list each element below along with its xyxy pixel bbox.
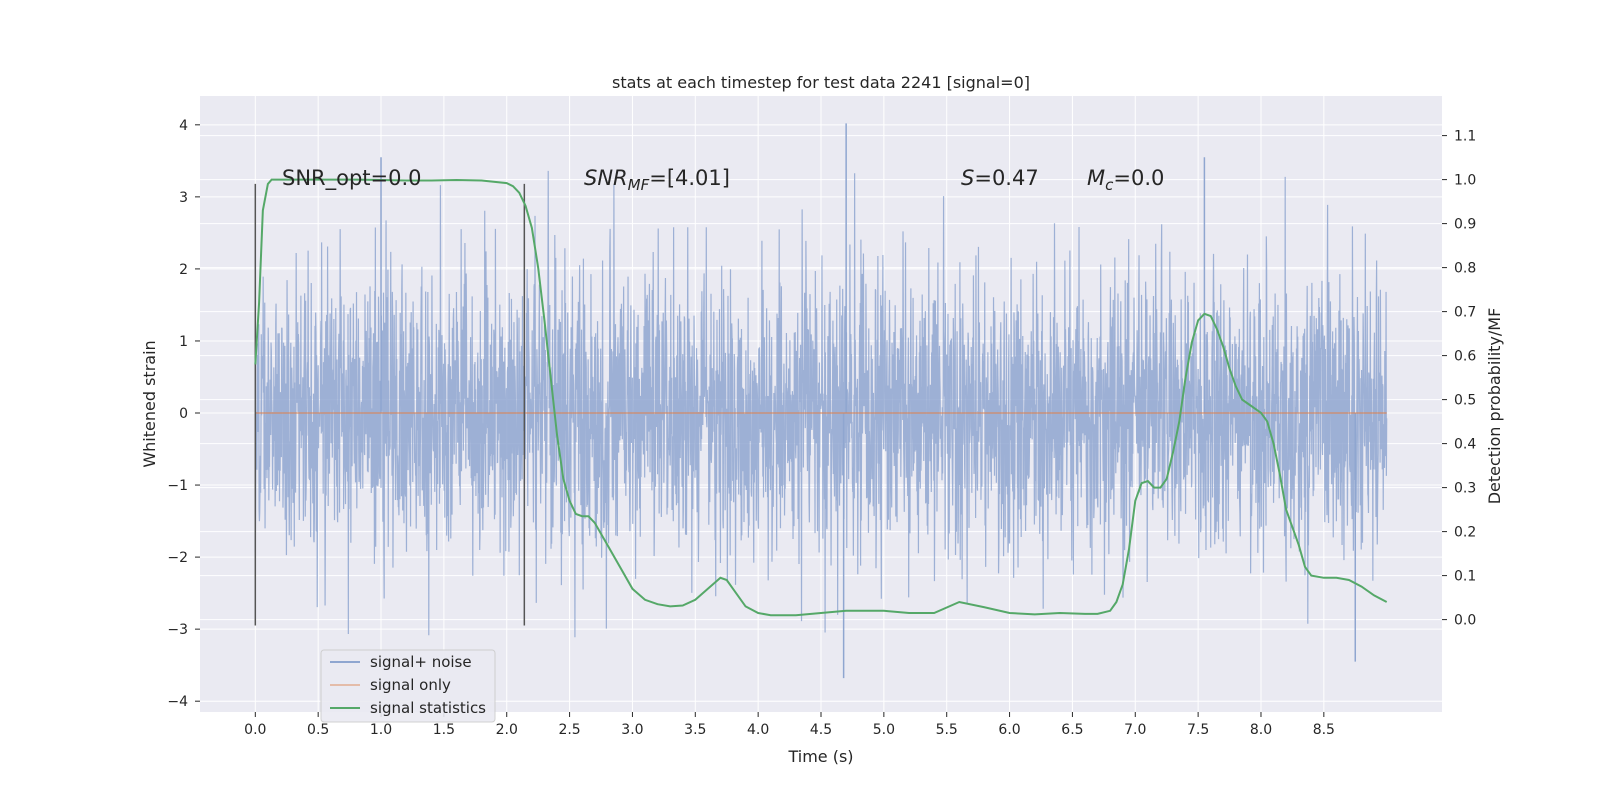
y-tick-label: 0: [179, 406, 188, 422]
y2-tick-label: 1.1: [1454, 129, 1476, 145]
y2-tick-label: 0.7: [1454, 305, 1476, 321]
x-tick-label: 7.0: [1124, 722, 1146, 738]
y-tick-label: 3: [179, 190, 188, 206]
y2-tick-label: 0.2: [1454, 525, 1476, 541]
y-tick-label: 2: [179, 262, 188, 278]
vertical-markers: [254, 183, 526, 626]
x-tick-label: 1.5: [433, 722, 455, 738]
y-tick-label: −3: [167, 622, 188, 638]
x-tick-label: 3.0: [621, 722, 643, 738]
x-axis-ticks: 0.0 0.5 1.0 1.5 2.0 2.5 3.0 3.5 4.0 4.5 5.0 5.5 6.0 6…: [244, 712, 1335, 738]
annotation-snr-opt: SNR_opt=0.0: [282, 166, 422, 191]
y2-tick-label: 0.0: [1454, 613, 1476, 629]
x-tick-label: 8.5: [1313, 722, 1335, 738]
y2-tick-label: 0.4: [1454, 437, 1476, 453]
x-tick-label: 8.0: [1250, 722, 1272, 738]
y2-tick-label: 0.9: [1454, 217, 1476, 233]
annotation-snr-mf-sub: MF: [628, 176, 650, 194]
signal-noise-series: [254, 123, 1388, 679]
annotation-mc-value: =0.0: [1113, 166, 1164, 190]
annotation-s: S=0.47: [961, 166, 1039, 190]
y2-tick-label: 1.0: [1454, 173, 1476, 189]
signal-statistics-series: [254, 178, 1388, 617]
legend-label-signal-only: signal only: [370, 676, 451, 694]
signal-statistics-line: [254, 178, 1388, 617]
x-tick-label: 6.0: [998, 722, 1020, 738]
annotation-snr-mf-main: SNR: [584, 166, 628, 190]
y-tick-label: −4: [167, 694, 188, 710]
y-tick-label: 1: [179, 334, 188, 350]
x-tick-label: 1.0: [370, 722, 392, 738]
chart-title: stats at each timestep for test data 224…: [612, 73, 1030, 92]
y2-tick-label: 0.6: [1454, 349, 1476, 365]
x-tick-label: 7.5: [1187, 722, 1209, 738]
y-tick-label: 4: [179, 118, 188, 134]
legend-label-signal-noise: signal+ noise: [370, 653, 472, 671]
x-tick-label: 3.5: [684, 722, 706, 738]
y2-tick-label: 0.5: [1454, 393, 1476, 409]
y-tick-label: −2: [167, 550, 188, 566]
y2-tick-label: 0.3: [1454, 481, 1476, 497]
y-tick-label: −1: [167, 478, 188, 494]
annotation-snr-mf-value: =[4.01]: [649, 166, 730, 190]
annotation-snr-mf: SNRMF=[4.01]: [584, 166, 730, 194]
x-tick-label: 2.5: [558, 722, 580, 738]
x-tick-label: 0.0: [244, 722, 266, 738]
x-tick-label: 6.5: [1061, 722, 1083, 738]
signal-noise-line: [254, 170, 1388, 638]
y2-tick-label: 0.8: [1454, 261, 1476, 277]
x-tick-label: 4.5: [810, 722, 832, 738]
y-axis-ticks: 4 3 2 1 0 −1 −2 −3 −4: [167, 118, 200, 710]
y2-tick-label: 0.1: [1454, 569, 1476, 585]
x-tick-label: 2.0: [496, 722, 518, 738]
annotation-mc-symbol: M: [1087, 166, 1105, 190]
annotation-s-value: =0.47: [974, 166, 1038, 190]
annotation-s-symbol: S: [961, 166, 974, 190]
legend-label-signal-statistics: signal statistics: [370, 699, 486, 717]
y-axis-label: Whitened strain: [140, 340, 159, 467]
annotation-mc: Mc=0.0: [1087, 166, 1164, 194]
legend: signal+ noise signal only signal statist…: [320, 649, 496, 723]
y2-axis-label: Detection probability/MF: [1485, 308, 1504, 505]
annotation-mc-sub: c: [1105, 176, 1114, 194]
x-tick-label: 0.5: [307, 722, 329, 738]
legend-box: [320, 649, 496, 723]
x-tick-label: 4.0: [747, 722, 769, 738]
x-axis-label: Time (s): [787, 747, 853, 766]
y2-axis-ticks: 1.1 1.0 0.9 0.8 0.7 0.6 0.5 0.4 0.3 0.2 0.1 0.0: [1442, 129, 1476, 629]
x-tick-label: 5.5: [936, 722, 958, 738]
x-tick-label: 5.0: [873, 722, 895, 738]
